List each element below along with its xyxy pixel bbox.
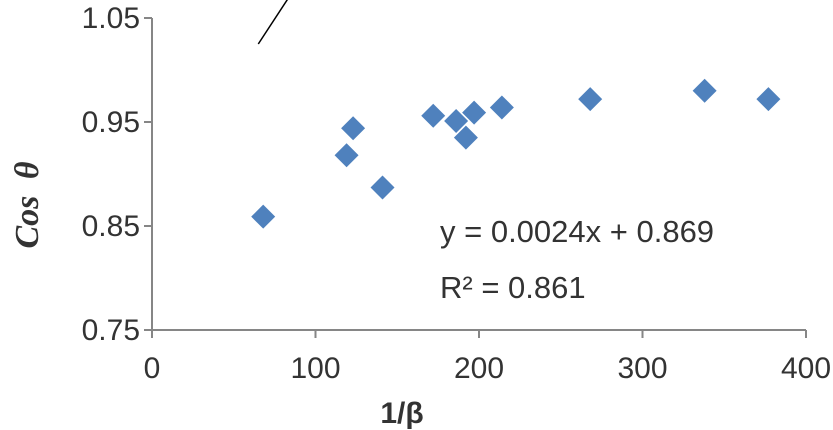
x-tick-label: 300	[617, 352, 667, 385]
data-point	[453, 125, 478, 150]
x-tick-label: 400	[781, 352, 831, 385]
y-tick-label: 0.85	[82, 210, 140, 243]
trendline-equation: y = 0.0024x + 0.869	[440, 214, 714, 249]
trendline-layer	[257, 0, 288, 45]
data-point	[489, 95, 514, 120]
x-tick-label: 0	[144, 352, 161, 385]
y-tick-label: 0.75	[82, 314, 140, 347]
trendline-r-squared: R² = 0.861	[440, 270, 586, 305]
data-point	[444, 108, 469, 133]
y-ticks: 0.75 0.85 0.95 1.05	[82, 2, 152, 347]
data-point	[692, 78, 717, 103]
x-tick-label: 200	[454, 352, 504, 385]
data-point	[462, 100, 487, 125]
data-point	[370, 175, 395, 200]
data-point	[341, 116, 366, 141]
data-point	[756, 87, 781, 112]
y-axis-label-text: Cos	[9, 196, 46, 249]
data-point	[578, 87, 603, 112]
x-tick-label: 100	[290, 352, 340, 385]
x-axis-label: 1/β	[380, 397, 423, 430]
data-point	[334, 143, 359, 168]
points-layer	[251, 78, 781, 229]
y-axis-label-symbol: θ	[9, 161, 46, 179]
trendline	[257, 0, 288, 45]
data-point	[251, 204, 276, 229]
y-tick-label: 1.05	[82, 2, 140, 35]
x-ticks: 0 100 200 300 400	[144, 330, 831, 385]
data-point	[421, 103, 446, 128]
y-axis-label: Cos θ	[9, 161, 46, 248]
y-tick-label: 0.95	[82, 106, 140, 139]
